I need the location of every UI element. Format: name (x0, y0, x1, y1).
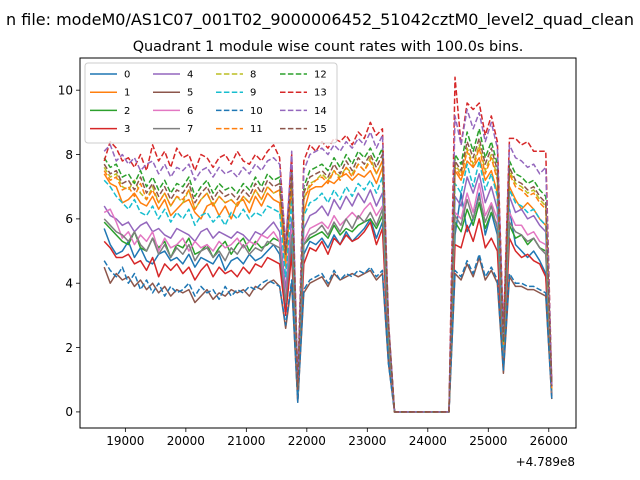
legend-label-3: 3 (124, 124, 130, 135)
legend-label-10: 10 (250, 106, 263, 117)
plot-area-frame (79, 57, 577, 429)
y-tick-label: 6 (65, 212, 73, 226)
series-line-6 (103, 182, 553, 413)
legend-label-14: 14 (314, 106, 327, 117)
legend-label-11: 11 (250, 124, 263, 135)
legend-label-9: 9 (250, 88, 256, 99)
series-line-11 (103, 147, 553, 413)
legend-label-4: 4 (187, 70, 193, 81)
figure-suptitle: n file: modeM0/AS1C07_001T02_9000006452_… (6, 10, 634, 30)
legend-label-1: 1 (124, 88, 130, 99)
x-tick-label: 20000 (167, 434, 205, 448)
x-tick-label: 22000 (288, 434, 326, 448)
x-tick-label: 21000 (227, 434, 265, 448)
series-line-14 (103, 108, 553, 413)
legend-label-8: 8 (250, 70, 256, 81)
y-axis: 0 2 4 6 8 10 (58, 83, 80, 419)
legend-label-7: 7 (187, 124, 193, 135)
x-tick-label: 24000 (409, 434, 447, 448)
y-tick-label: 2 (65, 341, 73, 355)
series-line-13 (103, 76, 553, 413)
series-line-4 (103, 173, 553, 413)
x-tick-label: 19000 (106, 434, 144, 448)
y-tick-label: 4 (65, 277, 73, 291)
x-axis-offset-label: +4.789e8 (516, 455, 575, 469)
chart-title: Quadrant 1 module wise count rates with … (133, 39, 524, 55)
legend-label-2: 2 (124, 106, 130, 117)
y-tick-label: 10 (58, 83, 73, 97)
legend-label-6: 6 (187, 106, 193, 117)
series-line-1 (103, 156, 553, 413)
legend-label-13: 13 (314, 88, 327, 99)
legend-label-12: 12 (314, 70, 327, 81)
series-layer (103, 76, 553, 413)
legend-label-5: 5 (187, 88, 193, 99)
series-line-15 (103, 137, 553, 413)
series-line-9 (103, 160, 553, 413)
legend-box (84, 62, 338, 144)
series-line-2 (103, 202, 553, 413)
series-line-5 (103, 256, 553, 413)
x-tick-label: 25000 (469, 434, 507, 448)
series-line-3 (103, 218, 553, 413)
series-line-8 (103, 144, 553, 413)
legend-label-15: 15 (314, 124, 327, 135)
series-line-10 (103, 253, 553, 413)
y-tick-label: 0 (65, 405, 73, 419)
legend-label-0: 0 (124, 70, 130, 81)
x-tick-label: 26000 (530, 434, 568, 448)
series-line-7 (103, 195, 553, 413)
x-tick-label: 23000 (348, 434, 386, 448)
y-tick-label: 8 (65, 148, 73, 162)
x-axis: 19000 20000 21000 22000 23000 24000 25000 26000 (106, 428, 568, 448)
series-line-12 (103, 128, 553, 413)
